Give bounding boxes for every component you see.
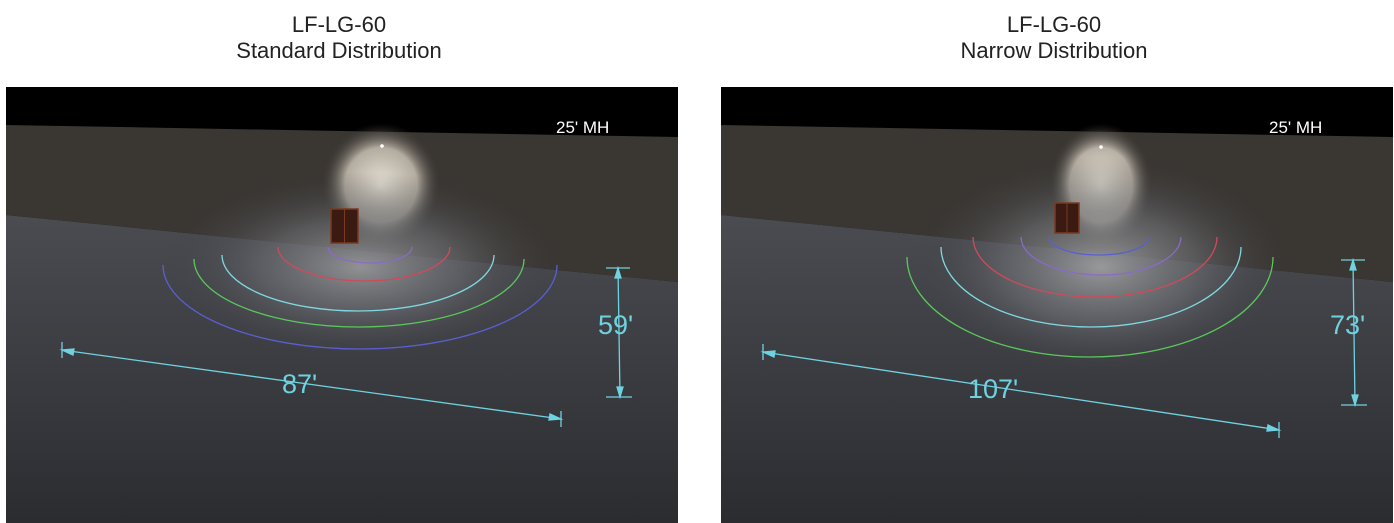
mounting-height-label: 25' MH: [556, 118, 609, 138]
depth-label: 73': [1330, 310, 1365, 341]
product-title: LF-LG-60: [0, 12, 678, 38]
panel-caption: LF-LG-60 Standard Distribution: [0, 12, 678, 64]
ground-light-pool: [911, 157, 1291, 377]
width-label: 107': [968, 374, 1018, 405]
luminaire: [1099, 145, 1103, 149]
width-label: 87': [282, 369, 317, 400]
render-svg: [721, 87, 1393, 523]
render-svg: [6, 87, 678, 523]
distribution-title: Narrow Distribution: [715, 38, 1393, 64]
product-title: LF-LG-60: [715, 12, 1393, 38]
narrow-distribution-panel: LF-LG-60 Narrow Distribution: [715, 0, 1393, 523]
panel-caption: LF-LG-60 Narrow Distribution: [715, 12, 1393, 64]
luminaire: [380, 144, 384, 148]
standard-distribution-panel: LF-LG-60 Standard Distribution: [0, 0, 678, 523]
mounting-height-label: 25' MH: [1269, 118, 1322, 138]
lighting-render: [721, 87, 1393, 523]
distribution-title: Standard Distribution: [0, 38, 678, 64]
depth-label: 59': [598, 310, 633, 341]
lighting-render: [6, 87, 678, 523]
ground-light-pool: [161, 172, 561, 362]
